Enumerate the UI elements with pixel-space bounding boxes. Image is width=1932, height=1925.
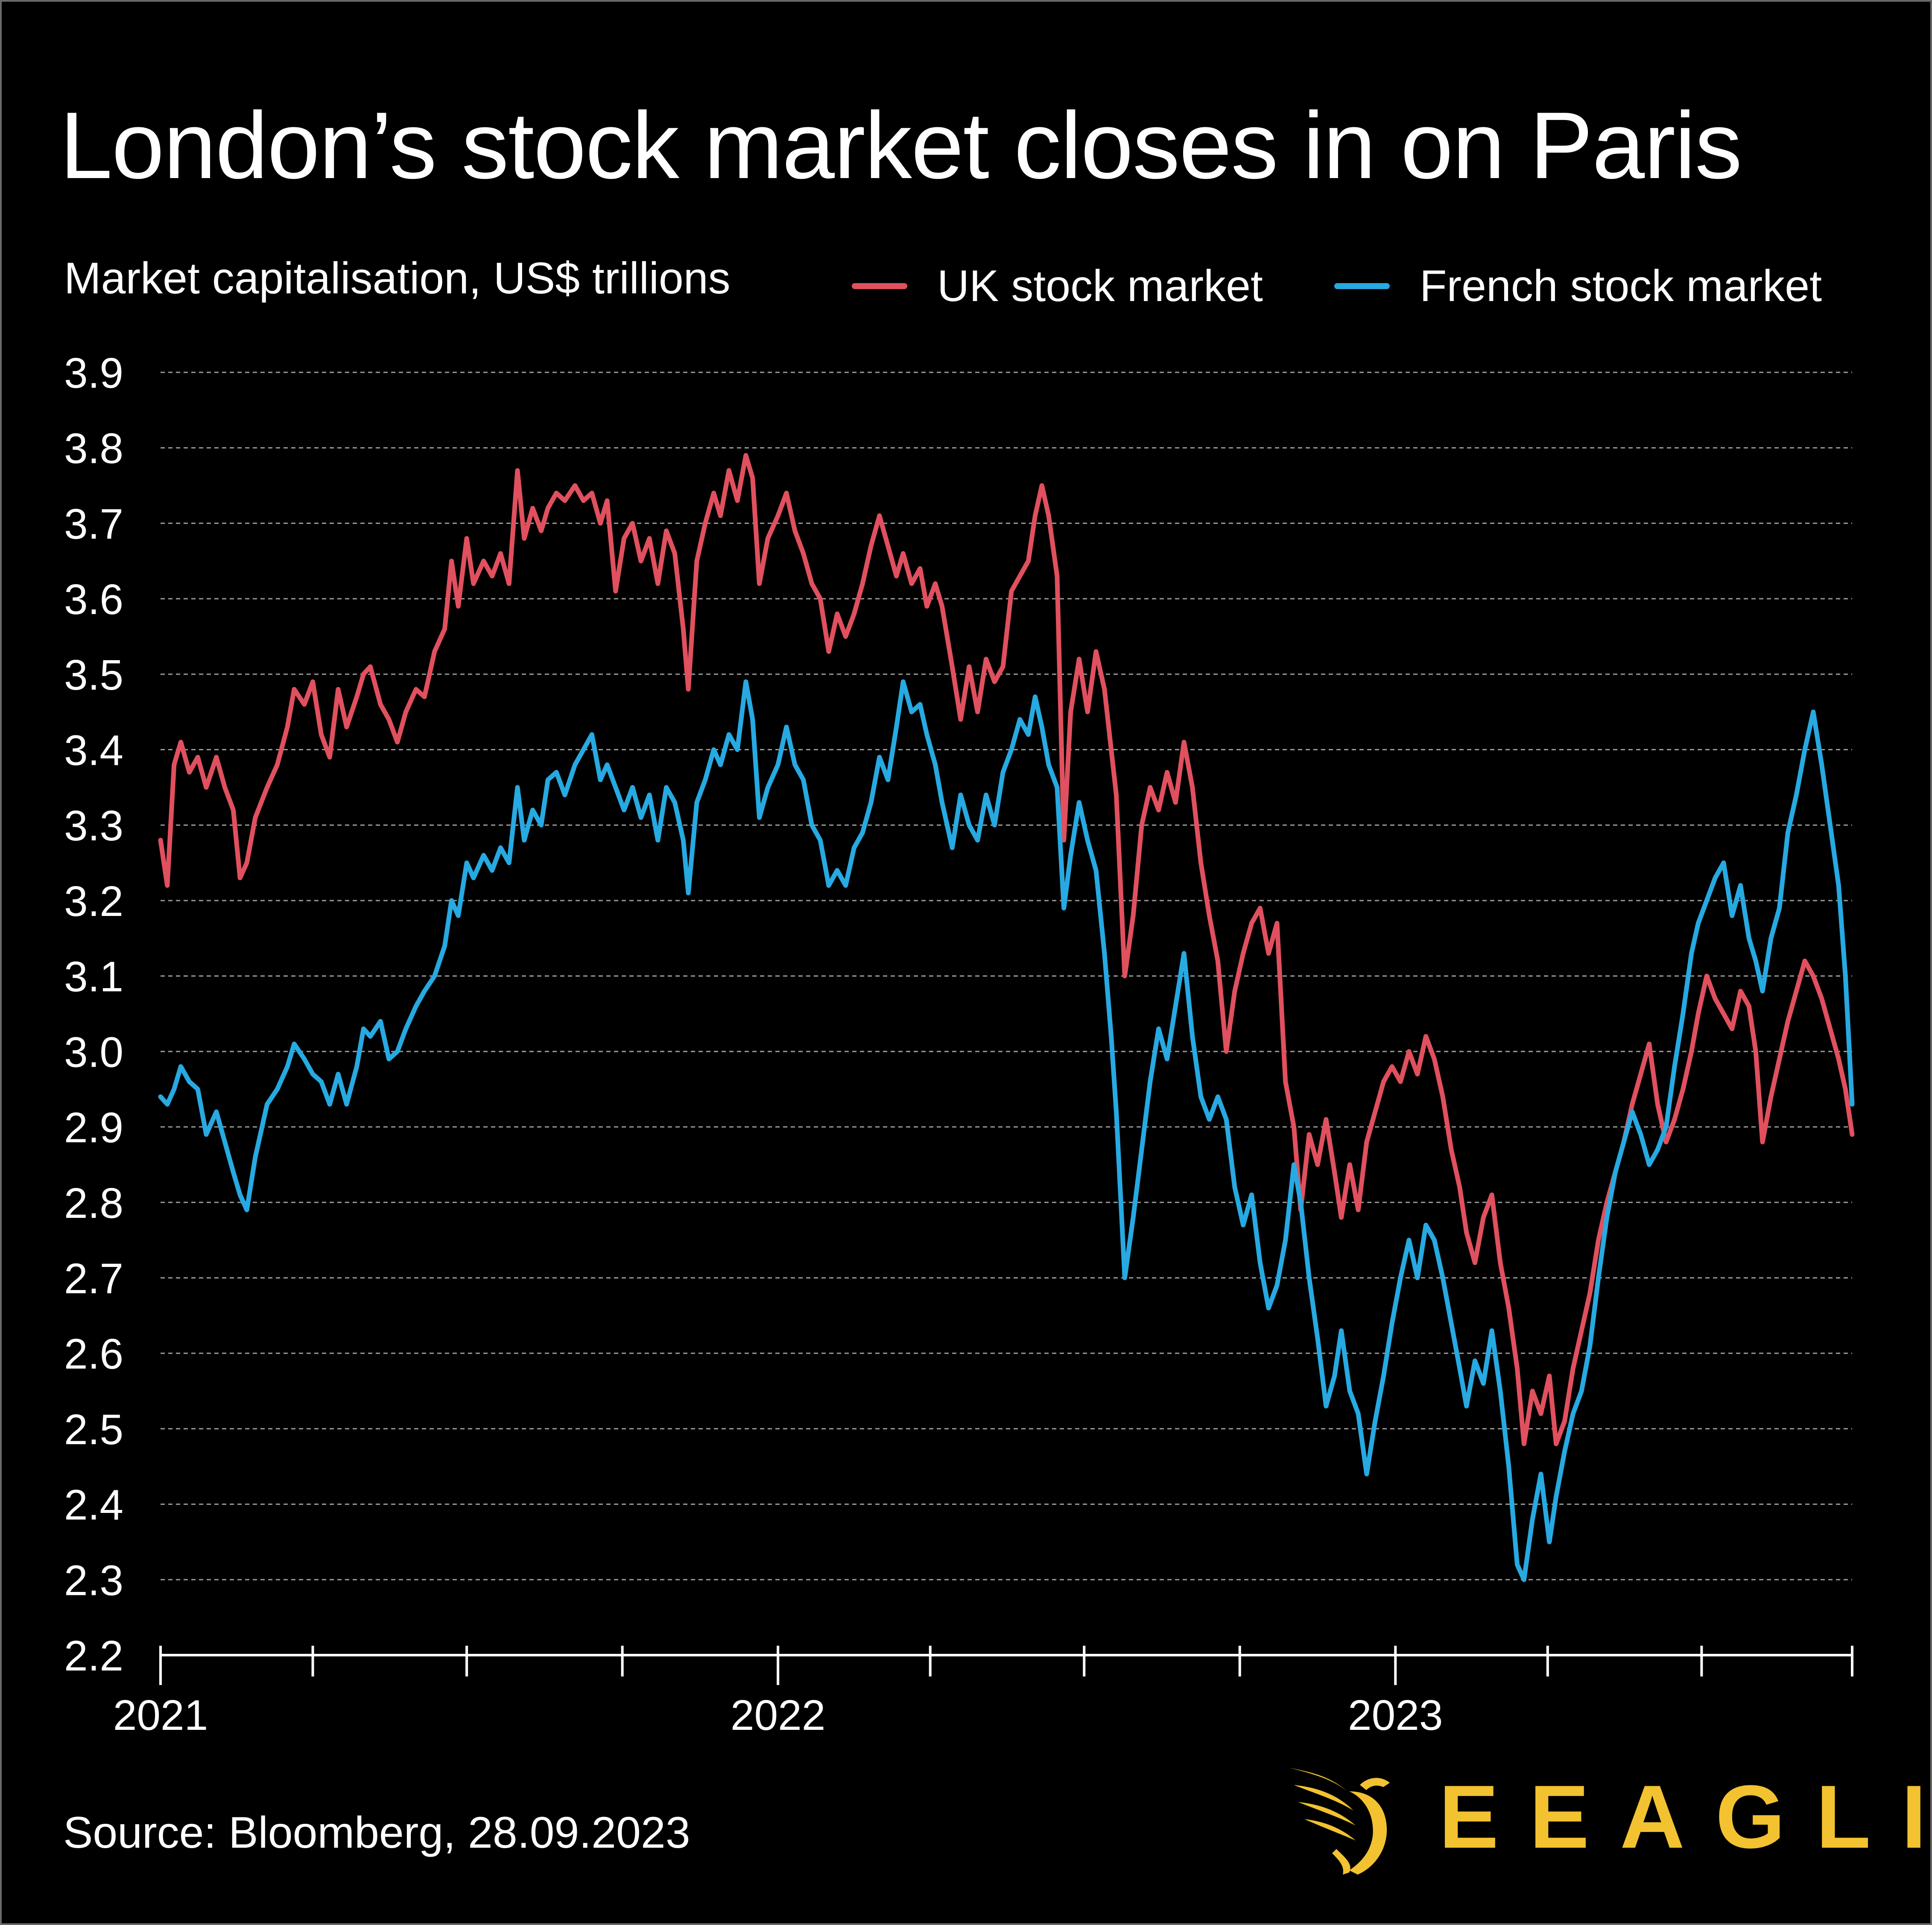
legend-item-fr: French stock market: [1334, 260, 1822, 312]
y-tick-label: 3.6: [64, 576, 123, 623]
y-tick-label: 3.5: [64, 651, 123, 699]
source-note: Source: Bloomberg, 28.09.2023: [63, 1808, 690, 1858]
y-tick-label: 3.2: [64, 878, 123, 925]
y-tick-label: 3.4: [64, 727, 123, 775]
x-tick-label: 2023: [1348, 1691, 1443, 1739]
uk-series-line: [158, 453, 1855, 1446]
brand-logo: EEAGLI: [1285, 1751, 1926, 1879]
x-tick-label: 2022: [731, 1691, 825, 1739]
y-tick-label: 2.3: [64, 1556, 123, 1604]
x-axis: 2021 2022 2023: [113, 1646, 1853, 1739]
y-tick-label: 3.0: [64, 1028, 123, 1076]
y-tick-label: 2.9: [64, 1104, 123, 1152]
legend-label-fr: French stock market: [1420, 261, 1822, 311]
legend-item-uk: UK stock market: [852, 260, 1263, 312]
series-lines: [158, 453, 1855, 1582]
y-tick-label: 3.9: [64, 349, 123, 397]
y-tick-label: 2.6: [64, 1330, 123, 1378]
legend-label-uk: UK stock market: [937, 261, 1263, 311]
y-tick-label: 2.7: [64, 1255, 123, 1302]
y-tick-label: 3.8: [64, 425, 123, 473]
x-tick-label: 2021: [113, 1691, 208, 1739]
y-tick-label: 2.8: [64, 1179, 123, 1227]
y-axis-ticks: 3.9 3.8 3.7 3.6 3.5 3.4 3.3 3.2 3.1 3.0 2.9 2.8 2.7 2…: [64, 349, 123, 1680]
y-axis-unit-label: Market capitalisation, US$ trillions: [64, 254, 731, 303]
gridlines: [161, 372, 1852, 1580]
brand-wordmark: EEAGLI: [1439, 1767, 1932, 1867]
y-tick-label: 3.3: [64, 802, 123, 850]
y-tick-label: 3.7: [64, 500, 123, 548]
y-tick-label: 2.2: [64, 1632, 123, 1680]
page-title: London’s stock market closes in on Paris: [60, 93, 1742, 199]
legend-swatch-uk: [852, 283, 907, 289]
y-tick-label: 2.4: [64, 1481, 123, 1529]
y-tick-label: 2.5: [64, 1406, 123, 1454]
y-tick-label: 3.1: [64, 953, 123, 1001]
eagle-logo-icon: [1289, 1768, 1390, 1875]
legend-swatch-fr: [1334, 283, 1390, 289]
fr-series-line: [158, 679, 1855, 1582]
